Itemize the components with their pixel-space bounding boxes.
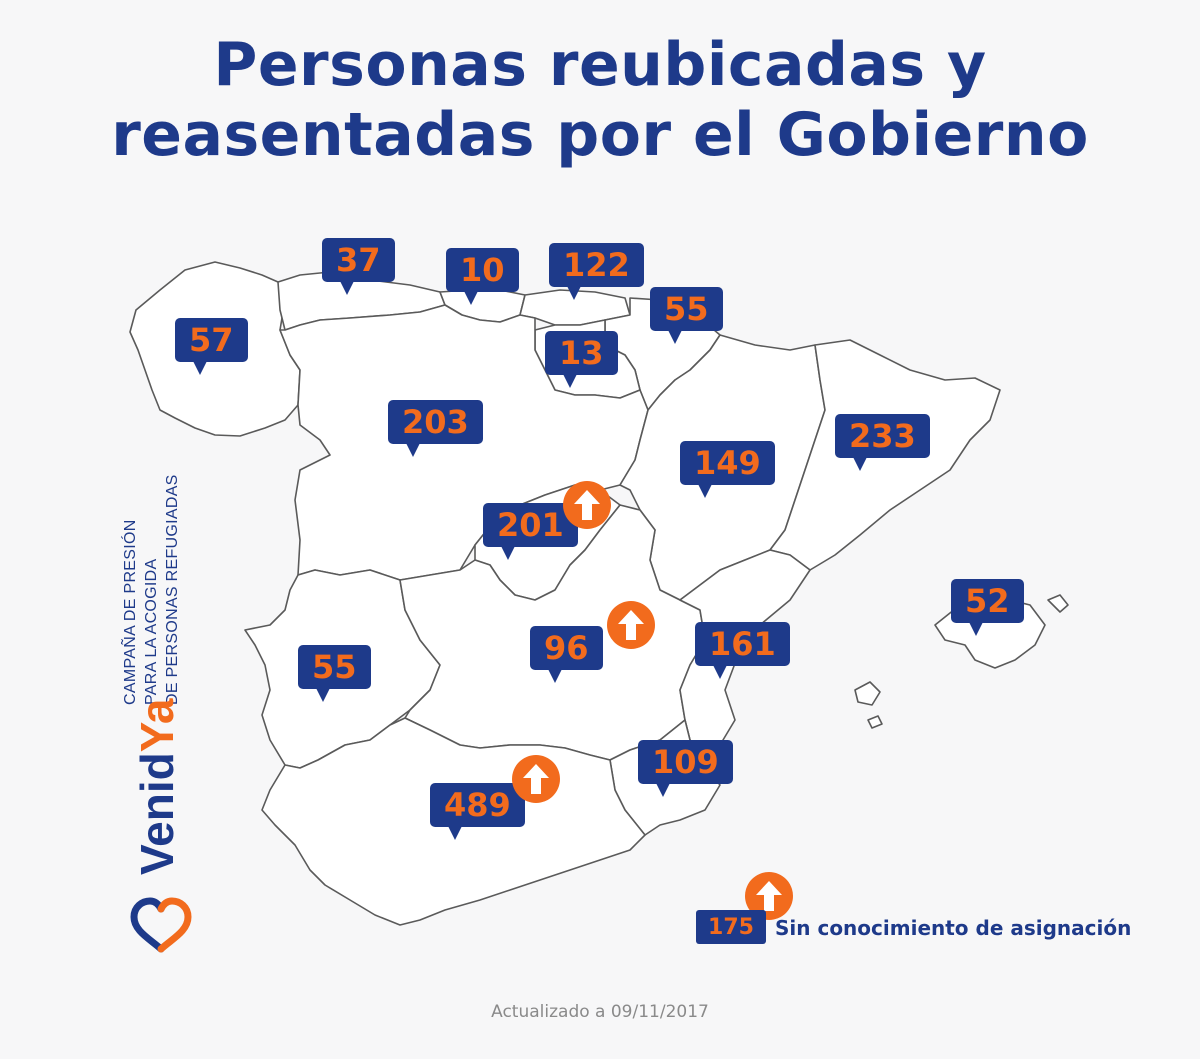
marker-andalucia: 489 <box>430 783 525 840</box>
marker-baleares: 52 <box>951 579 1024 636</box>
marker-pais-vasco-value: 122 <box>563 246 630 284</box>
marker-cataluna-value: 233 <box>849 417 916 455</box>
marker-castilla-la-mancha-value: 96 <box>544 629 589 667</box>
campaign-line-1: CAMPAÑA DE PRESIÓN <box>122 519 139 705</box>
marker-andalucia-value: 489 <box>444 786 511 824</box>
brand-part-1: Venid <box>131 752 183 875</box>
marker-asturias-value: 37 <box>336 241 381 279</box>
title-line-2: reasentadas por el Gobierno <box>111 100 1089 170</box>
up-arrow-icon-glyph <box>574 490 600 520</box>
marker-galicia: 57 <box>175 318 248 375</box>
page-title: Personas reubicadas y reasentadas por el… <box>0 30 1200 170</box>
campaign-text: CAMPAÑA DE PRESIÓN PARA LA ACOGIDA DE PE… <box>120 474 183 705</box>
marker-navarra-value: 55 <box>664 290 709 328</box>
marker-madrid-value: 201 <box>497 506 564 544</box>
title-line-1: Personas reubicadas y <box>213 30 987 100</box>
up-arrow-icon <box>563 481 611 529</box>
marker-murcia-value: 109 <box>652 743 719 781</box>
up-arrow-icon-glyph <box>618 610 644 640</box>
marker-aragon: 149 <box>680 441 775 498</box>
marker-navarra: 55 <box>650 287 723 344</box>
up-arrow-icon-glyph <box>523 764 549 794</box>
brand-part-2: Ya <box>131 698 183 753</box>
marker-aragon-value: 149 <box>694 444 761 482</box>
marker-extremadura: 55 <box>298 645 371 702</box>
marker-la-rioja: 13 <box>545 331 618 388</box>
marker-extremadura-value: 55 <box>312 648 357 686</box>
region-formentera <box>867 715 883 729</box>
marker-valencia: 161 <box>695 622 790 679</box>
campaign-line-3: DE PERSONAS REFUGIADAS <box>164 474 181 705</box>
up-arrow-icon <box>607 601 655 649</box>
marker-la-rioja-value: 13 <box>559 334 604 372</box>
heart-logo-icon <box>130 897 192 953</box>
campaign-line-2: PARA LA ACOGIDA <box>143 558 160 705</box>
marker-cantabria: 10 <box>446 248 519 305</box>
marker-valencia-value: 161 <box>709 625 776 663</box>
region-menorca <box>1047 594 1069 613</box>
marker-murcia: 109 <box>638 740 733 797</box>
marker-baleares-value: 52 <box>965 582 1010 620</box>
legend-label: Sin conocimiento de asignación <box>775 916 1132 940</box>
marker-castilla-la-mancha: 96 <box>530 626 603 683</box>
up-arrow-icon-glyph <box>756 881 782 911</box>
marker-castilla-y-leon: 203 <box>388 400 483 457</box>
up-arrow-icon <box>512 755 560 803</box>
marker-madrid: 201 <box>483 503 578 560</box>
marker-cantabria-value: 10 <box>460 251 505 289</box>
marker-cataluna: 233 <box>835 414 930 471</box>
marker-pais-vasco: 122 <box>549 243 644 300</box>
updated-date: Actualizado a 09/11/2017 <box>491 1002 709 1022</box>
marker-asturias: 37 <box>322 238 395 295</box>
marker-castilla-y-leon-value: 203 <box>402 403 469 441</box>
legend-value: 175 <box>696 910 766 944</box>
marker-galicia-value: 57 <box>189 321 234 359</box>
region-ibiza <box>854 681 881 706</box>
brand-logo-text: VenidYa <box>131 698 183 875</box>
